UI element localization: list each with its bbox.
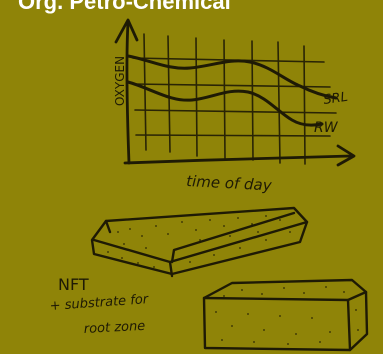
series-rw-line — [126, 80, 324, 127]
y-axis-arrow — [114, 18, 139, 44]
substrate-block-small — [202, 278, 369, 352]
graph-xlabel: time of day — [186, 172, 273, 195]
page-title: Org. Petro-Chemical — [18, 0, 231, 14]
series-rw-label: RW — [314, 120, 339, 136]
graph-axes — [114, 18, 356, 167]
x-axis — [123, 154, 352, 165]
x-axis-arrow — [336, 144, 356, 167]
y-axis — [125, 20, 131, 165]
series-srl-label: SRL — [322, 90, 348, 108]
substrate-dots — [107, 215, 359, 345]
substrate-block-large — [90, 206, 309, 278]
series-srl-line — [126, 54, 338, 100]
graph-grid — [132, 33, 337, 165]
note-line-1: NFT — [58, 275, 89, 294]
graph-ylabel: OXYGEN — [113, 56, 127, 106]
note-line-2: + substrate for — [49, 292, 150, 314]
note-line-3: root zone — [83, 319, 145, 337]
